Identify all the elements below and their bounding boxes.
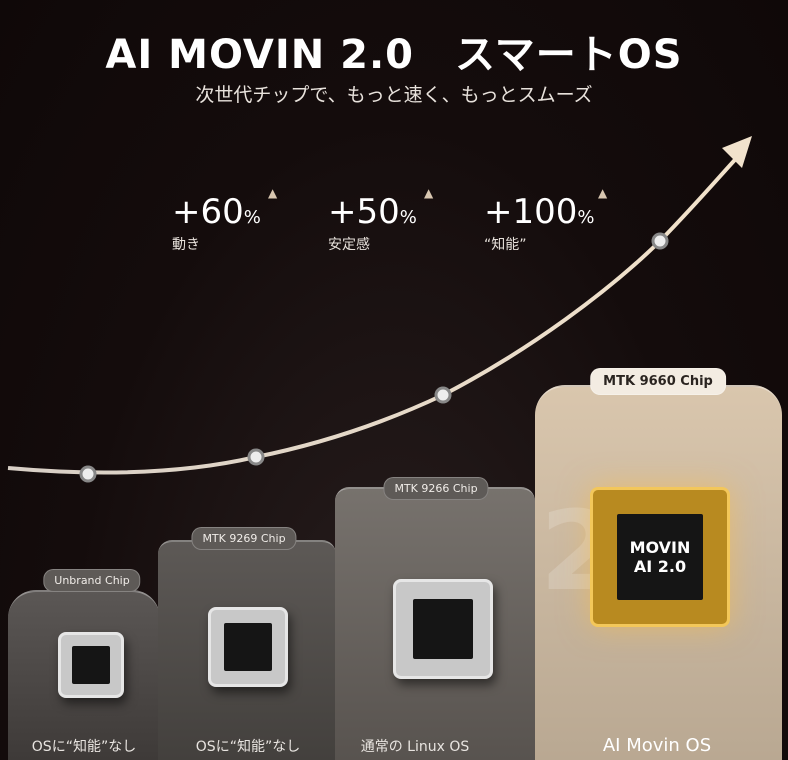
curve-point: [247, 448, 265, 466]
tier-os-label: OSに“知能”なし: [195, 739, 301, 755]
chip-text: MOVIN: [629, 537, 691, 557]
page-title: AI MOVIN 2.0 スマートOS: [105, 32, 683, 78]
stat-value: +50: [328, 192, 400, 232]
chip-badge: MTK 9660 Chip: [590, 368, 726, 395]
chip-icon: [393, 579, 493, 679]
stat-label: 動き: [172, 237, 200, 253]
chip-icon: [58, 632, 124, 698]
chip-icon: [208, 607, 288, 687]
stat-label: 安定感: [328, 237, 370, 253]
stat-stability: +50% ▲ 安定感: [328, 186, 433, 254]
stat-motion: +60% ▲ 動き: [172, 186, 277, 254]
stat-unit: %: [399, 207, 417, 228]
up-triangle-icon: ▲: [268, 186, 278, 200]
tier-column-1: OSに“知能”なし: [8, 590, 160, 760]
up-triangle-icon: ▲: [598, 186, 608, 200]
stat-intelligence: +100% ▲ “知能”: [484, 186, 607, 254]
curve-point: [79, 465, 97, 483]
page-subtitle: 次世代チップで、もっと速く、もっとスムーズ: [195, 84, 593, 106]
chip-badge: MTK 9269 Chip: [191, 527, 297, 550]
stat-unit: %: [243, 207, 261, 228]
up-triangle-icon: ▲: [424, 186, 434, 200]
stat-value: +100: [484, 192, 578, 232]
chip-text: AI 2.0: [633, 557, 687, 576]
stat-label: “知能”: [484, 237, 527, 253]
tier-os-label: 通常の Linux OS: [360, 739, 470, 755]
curve-line: [7, 148, 746, 475]
curve-point: [651, 232, 669, 250]
tier-os-label: OSに“知能”なし: [31, 739, 137, 755]
tier-os-label: AI Movin OS: [602, 735, 712, 756]
movin-chip-icon: MOVIN AI 2.0: [590, 487, 730, 627]
curve-point: [434, 386, 452, 404]
stat-unit: %: [577, 207, 595, 228]
chip-badge: Unbrand Chip: [43, 569, 141, 592]
tier-column-3: 通常の Linux OS: [335, 487, 535, 760]
chip-badge: MTK 9266 Chip: [383, 477, 489, 500]
arrow-head-icon: [722, 136, 752, 168]
tier-column-2: OSに“知能”なし: [158, 540, 336, 760]
stat-value: +60: [172, 192, 244, 232]
